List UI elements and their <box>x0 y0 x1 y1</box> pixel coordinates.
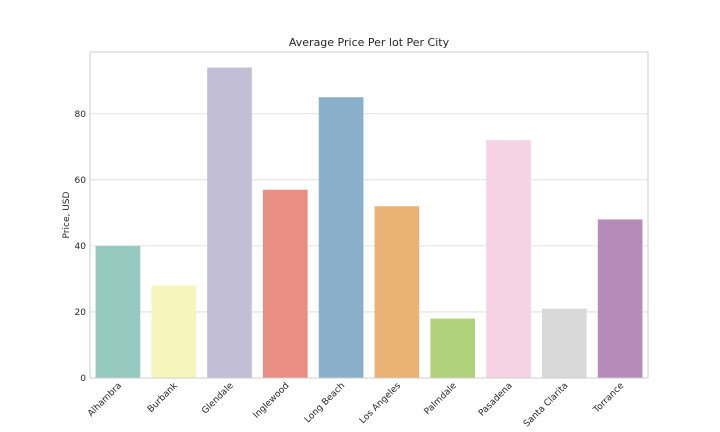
bar <box>95 245 141 378</box>
plot-frame <box>89 51 649 379</box>
y-tick-label: 60 <box>75 176 87 186</box>
bar <box>541 308 587 378</box>
bar <box>262 189 308 378</box>
bars <box>95 67 643 379</box>
bar <box>486 140 531 378</box>
y-axis-label: Price, USD <box>62 191 72 238</box>
y-tick-label: 80 <box>75 110 87 120</box>
y-tick-labels: 0 20 40 60 80 <box>75 110 87 384</box>
y-tick-label: 40 <box>75 242 87 252</box>
bar <box>374 206 420 378</box>
bar <box>207 67 252 379</box>
bar <box>151 285 197 378</box>
chart-title: Average Price Per lot Per City <box>289 36 450 49</box>
y-tick-label: 0 <box>80 374 86 384</box>
y-tick-label: 20 <box>75 308 87 318</box>
bar <box>597 219 643 378</box>
bar <box>318 97 364 379</box>
bar <box>430 318 476 378</box>
